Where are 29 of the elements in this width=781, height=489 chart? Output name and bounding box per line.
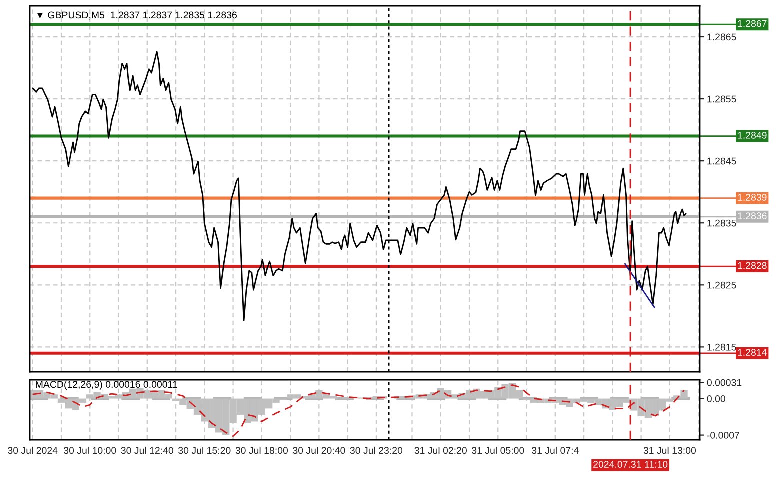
y-tick-label: 1.2855 xyxy=(708,96,736,103)
ref-line-label: 1.2867 xyxy=(738,20,767,28)
x-tick-label: 30 Jul 20:40 xyxy=(293,446,346,454)
x-tick-label: 30 Jul 18:00 xyxy=(236,446,288,454)
y-tick-label: 0.00031 xyxy=(707,379,742,386)
y-tick-label: 1.2835 xyxy=(708,220,736,227)
x-tick-label: 30 Jul 2024 xyxy=(8,446,58,454)
y-tick-label: 1.2845 xyxy=(708,158,736,165)
chart-title: MACD(12,26,9) 0.00016 0.00011 xyxy=(36,380,178,390)
ref-line-label: 1.2814 xyxy=(738,349,767,356)
text: ▼ GBPUSD,M5 1.2837 1.2837 1.2835 1.2836 xyxy=(37,12,237,20)
ref-line-label: 1.2849 xyxy=(738,132,767,139)
x-tick-label: 31 Jul 13:00 xyxy=(644,446,696,454)
y-tick-label: -0.0007 xyxy=(707,432,740,439)
x-tick-label: 30 Jul 10:00 xyxy=(64,446,116,454)
x-tick-label: 30 Jul 23:20 xyxy=(350,446,403,454)
y-tick-label: 1.2815 xyxy=(708,344,736,351)
ref-line-label: 1.2839 xyxy=(738,194,767,201)
x-tick-label: 30 Jul 12:40 xyxy=(121,446,174,454)
y-tick-label: 0.00 xyxy=(707,396,726,402)
ref-line-label: 1.2828 xyxy=(738,262,767,270)
y-tick-label: 1.2825 xyxy=(708,282,736,289)
x-tick-label: 31 Jul 02:20 xyxy=(414,446,467,454)
x-tick-label: 31 Jul 05:00 xyxy=(472,446,524,454)
y-tick-label: 1.2865 xyxy=(708,34,736,41)
x-tick-label: 30 Jul 15:20 xyxy=(178,446,231,454)
ref-line-label: 2024.07.31 11:10 xyxy=(594,461,668,468)
x-tick-label: 31 Jul 07:4 xyxy=(532,446,579,454)
ref-line-label: 1.2836 xyxy=(738,212,767,220)
